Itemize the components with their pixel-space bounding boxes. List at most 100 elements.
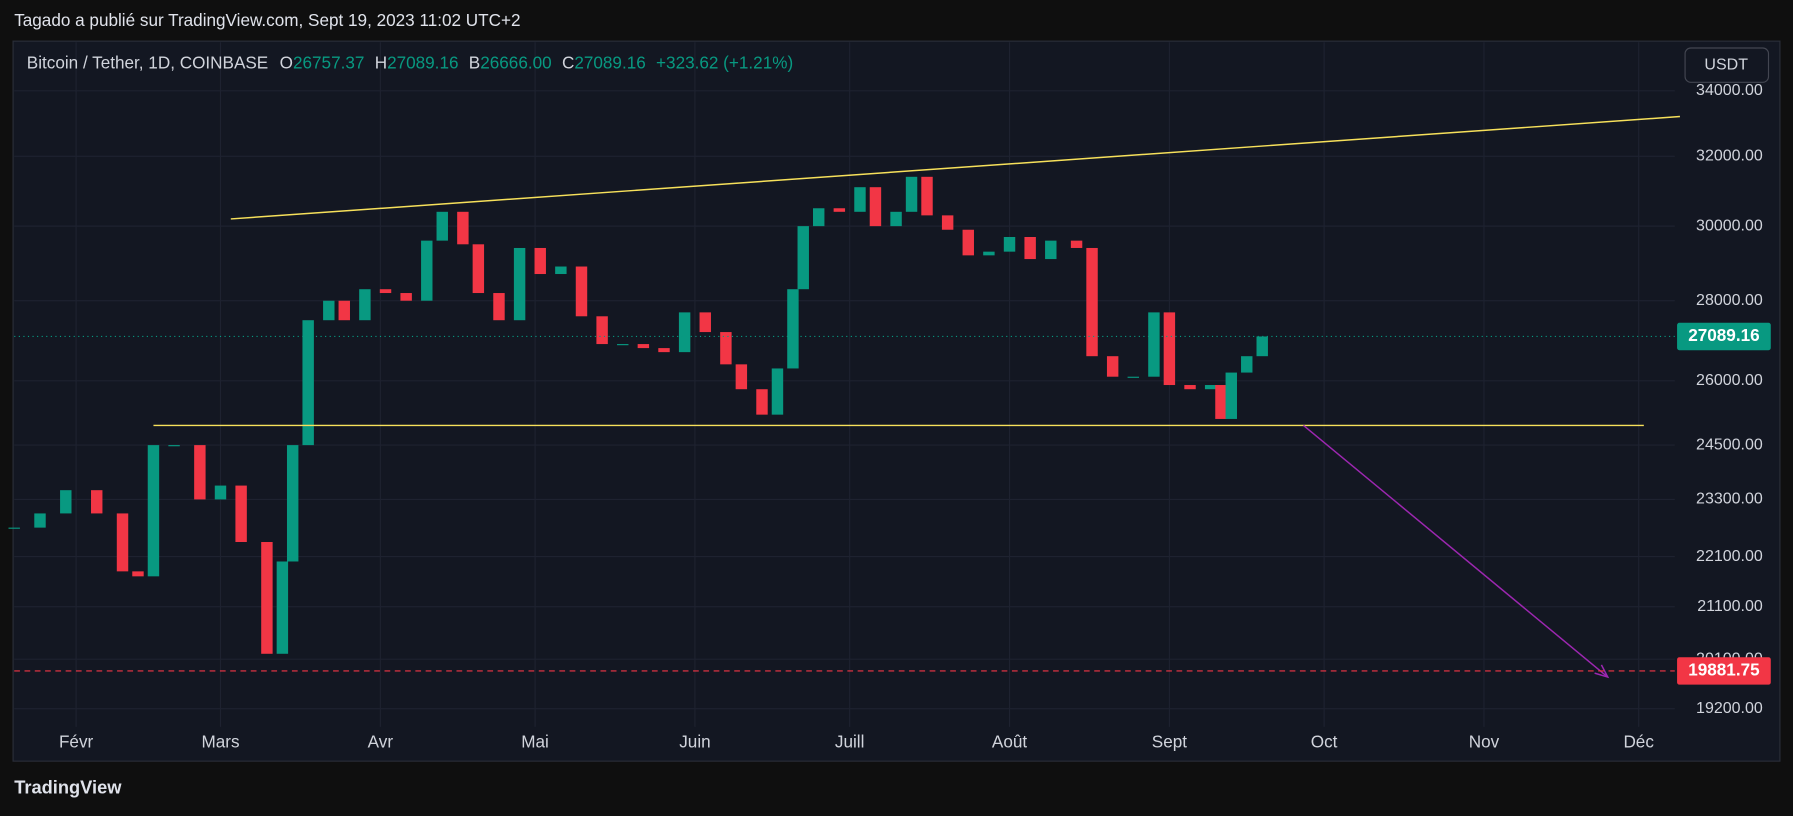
candle [1204,385,1217,390]
x-tick-label: Déc [1623,731,1654,751]
candle [214,485,227,500]
candle [905,176,918,212]
candle [1148,312,1160,377]
candle [833,208,846,212]
price-tag-label: 19881.75 [1688,659,1760,679]
candle [235,485,247,543]
candle [1106,356,1119,377]
candle [534,247,546,275]
candle [513,247,526,321]
candle [436,211,448,241]
candle [1184,385,1196,390]
candle [962,229,974,256]
x-tick-label: Avr [368,731,394,751]
y-tick-label: 34000.00 [1696,82,1763,99]
candle [1070,240,1083,248]
candle [941,215,954,230]
publisher: Tagado a publié sur TradingView.com, Sep… [14,10,520,30]
candle [1225,372,1237,419]
x-tick-label: Févr [59,731,94,751]
x-tick-label: Oct [1311,731,1338,751]
candle [797,226,809,290]
candle [147,445,160,577]
candle [1127,376,1140,378]
candle [1256,336,1268,357]
candle [421,240,433,301]
y-tick-label: 22100.00 [1696,548,1763,565]
candle [91,490,103,514]
arrow-head [1594,664,1610,679]
trendline [230,115,1680,220]
candle [575,266,588,317]
candle [813,208,825,227]
brand: TradingView [14,776,122,797]
candle [555,266,567,275]
currency[interactable]: USDT [1704,56,1748,73]
candle [457,211,469,245]
x-tick-label: Juill [835,731,865,751]
candle [276,561,289,654]
candle [735,364,748,390]
candle [1045,240,1057,260]
candle [400,293,412,301]
candle [379,289,392,294]
x-tick-label: Août [992,731,1027,751]
candle [890,211,902,227]
candle [34,513,46,528]
candle [637,344,650,349]
arrow [1303,424,1609,678]
candle [771,368,784,415]
y-tick-label: 32000.00 [1696,148,1763,165]
candle [132,571,144,577]
candle [921,176,933,216]
currency-button[interactable] [1684,47,1770,83]
y-tick-label: 19200.00 [1696,700,1763,717]
candle [302,320,314,446]
candle [116,513,129,572]
candle [323,300,335,321]
candle [338,300,350,321]
candle [854,187,866,212]
x-tick-label: Mars [201,731,239,751]
candle [658,348,670,353]
ohlc-value: 27089.16 [574,53,645,73]
price-tag-label: 27089.16 [1688,325,1759,345]
price-tag [1677,657,1771,685]
y-tick-label: 24500.00 [1696,436,1763,453]
candle [1086,247,1098,357]
candle [359,289,371,321]
candle [286,445,299,562]
candle [699,312,711,333]
candle [168,445,180,447]
candle [8,527,20,529]
ohlc-key: H [375,53,387,73]
candle [472,244,485,294]
candle [493,293,505,321]
candle [261,542,273,654]
candle [194,445,206,500]
ohlc-value: 26666.00 [480,53,551,73]
x-tick-label: Mai [521,731,549,751]
candle [1003,236,1016,252]
candle [720,332,732,365]
y-tick-label: 21100.00 [1697,598,1763,615]
candle [1024,236,1036,260]
x-tick-label: Nov [1469,731,1500,751]
candle [1215,385,1227,419]
chart-title: Bitcoin / Tether, 1D, COINBASE [27,53,268,73]
ohlc-key: C [562,53,574,73]
x-tick-label: Juin [679,731,710,751]
candle [617,344,629,346]
y-tick-label: 28000.00 [1696,292,1763,309]
candle [869,187,882,227]
candle [678,312,691,353]
ohlc-value: 27089.16 [387,53,458,73]
ohlc-key: O [280,53,293,73]
candle [1163,312,1176,386]
candle [60,490,72,514]
x-tick-label: Sept [1152,731,1187,751]
y-tick-label: 30000.00 [1696,217,1763,234]
ohlc-value: 26757.37 [293,53,364,73]
